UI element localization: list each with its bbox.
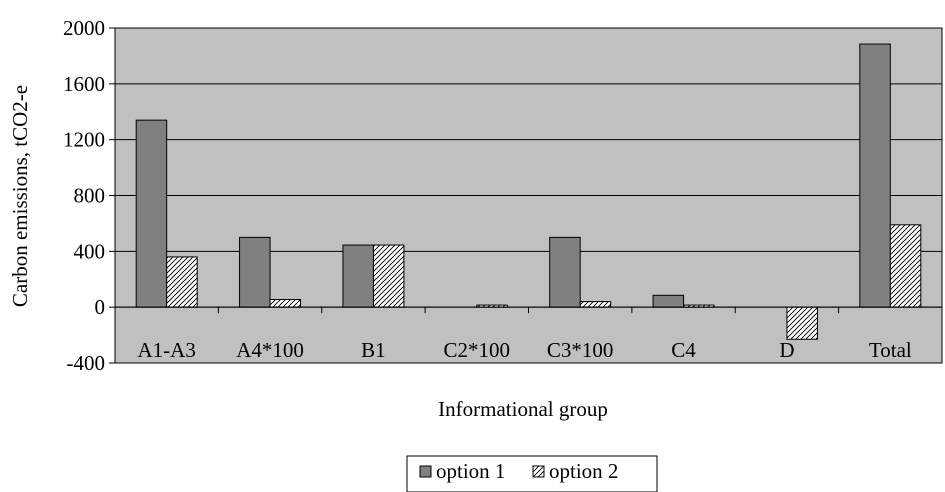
- bar-option-1-C4: [652, 294, 685, 308]
- bar-option-1-Total: [859, 43, 891, 308]
- legend-label-option-1: option 1: [436, 459, 505, 483]
- category-label: D: [779, 338, 794, 362]
- bar-option-2-A4*100: [269, 298, 302, 308]
- x-axis-category-labels: A1-A3 A4*100 B1 C2*100 C3*100 C4 D Total: [138, 338, 912, 362]
- y-tick-label: 0: [95, 295, 106, 319]
- y-tick-label: 1600: [63, 72, 105, 96]
- y-tick-label: -400: [67, 351, 106, 375]
- bar-option-2-Total: [889, 224, 922, 308]
- category-label: Total: [869, 338, 912, 362]
- x-axis-line: [115, 306, 942, 314]
- category-label: C4: [671, 338, 696, 362]
- legend-swatch-option-1: [419, 465, 432, 478]
- bars: [135, 43, 922, 340]
- legend-box: [406, 455, 658, 492]
- x-axis-title: Informational group: [438, 397, 608, 421]
- legend-label-option-2: option 2: [549, 459, 618, 483]
- bar-option-2-B1: [372, 244, 405, 308]
- y-tick-label: 1200: [63, 128, 105, 152]
- legend-swatch-option-2: [532, 465, 545, 478]
- y-tick-label: 2000: [63, 16, 105, 40]
- bar-option-2-C3*100: [579, 301, 612, 308]
- bar-option-1-C3*100: [549, 236, 581, 308]
- category-label: B1: [361, 338, 386, 362]
- bar-option-2-A1-A3: [166, 256, 198, 308]
- legend: option 1 option 2: [406, 455, 658, 492]
- category-label: A1-A3: [138, 338, 196, 362]
- category-label: A4*100: [236, 338, 304, 362]
- bar-option-2-D: [786, 306, 818, 340]
- y-axis-title: Carbon emissions, tCO2-e: [8, 85, 32, 307]
- y-axis-ticks: -400 0 400 800 1200 1600 2000: [63, 16, 115, 375]
- y-tick-label: 400: [74, 239, 106, 263]
- bar-option-1-A4*100: [239, 236, 271, 308]
- bar-option-1-A1-A3: [135, 119, 168, 308]
- category-label: C2*100: [444, 338, 511, 362]
- y-tick-label: 800: [74, 184, 106, 208]
- category-label: C3*100: [547, 338, 614, 362]
- bar-option-1-B1: [342, 244, 374, 308]
